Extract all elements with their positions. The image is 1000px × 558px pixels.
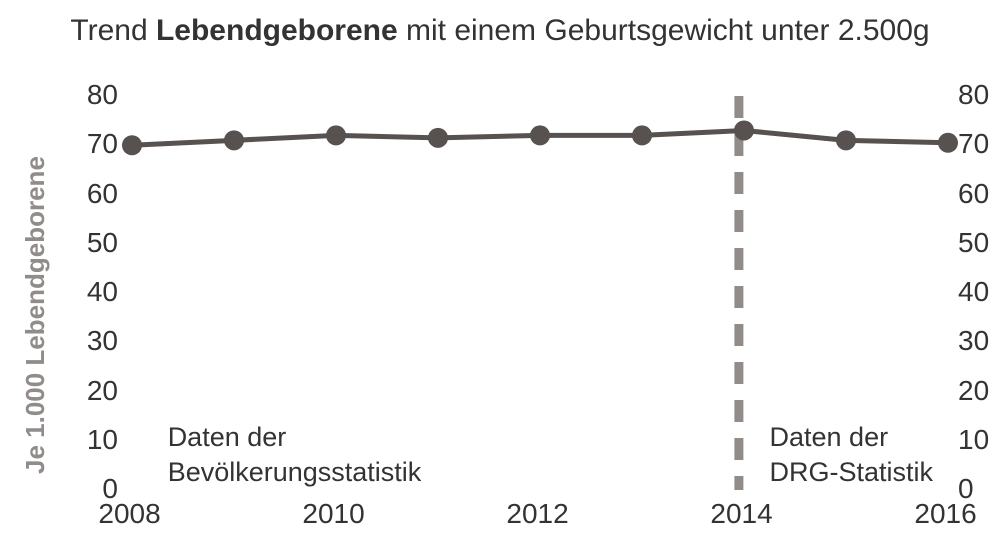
x-tick-label: 2008 [98, 498, 160, 530]
y-axis-label: Je 1.000 Lebendgeborene [20, 156, 51, 474]
series-marker [122, 135, 142, 155]
y-tick-label-right: 20 [958, 375, 989, 407]
y-tick-label-left: 20 [87, 375, 118, 407]
series-marker [632, 125, 652, 145]
series-marker [224, 130, 244, 150]
y-tick-label-left: 40 [87, 276, 118, 308]
x-tick-label: 2016 [914, 498, 976, 530]
y-tick-label-right: 80 [958, 79, 989, 111]
chart-annotation: Daten der DRG-Statistik [770, 420, 934, 490]
annotation-line: Daten der [770, 422, 889, 452]
y-tick-label-left: 30 [87, 325, 118, 357]
y-tick-label-right: 10 [958, 424, 989, 456]
chart-container: Trend Lebendgeborene mit einem Geburtsge… [0, 0, 1000, 558]
series-marker [938, 133, 958, 153]
series-marker [734, 120, 754, 140]
annotation-line: Bevölkerungsstatistik [168, 457, 422, 487]
y-tick-label-left: 70 [87, 128, 118, 160]
x-tick-label: 2014 [710, 498, 772, 530]
y-tick-label-right: 60 [958, 178, 989, 210]
y-tick-label-right: 70 [958, 128, 989, 160]
chart-annotation: Daten der Bevölkerungsstatistik [168, 420, 422, 490]
annotation-line: Daten der [168, 422, 287, 452]
series-marker [836, 130, 856, 150]
y-tick-label-right: 40 [958, 276, 989, 308]
y-tick-label-left: 80 [87, 79, 118, 111]
series-marker [428, 128, 448, 148]
annotation-line: DRG-Statistik [770, 457, 934, 487]
series-marker [530, 125, 550, 145]
y-tick-label-right: 50 [958, 227, 989, 259]
x-tick-label: 2012 [506, 498, 568, 530]
series-marker [326, 125, 346, 145]
y-tick-label-left: 60 [87, 178, 118, 210]
y-tick-label-right: 30 [958, 325, 989, 357]
x-tick-label: 2010 [302, 498, 364, 530]
y-tick-label-left: 50 [87, 227, 118, 259]
y-tick-label-left: 10 [87, 424, 118, 456]
